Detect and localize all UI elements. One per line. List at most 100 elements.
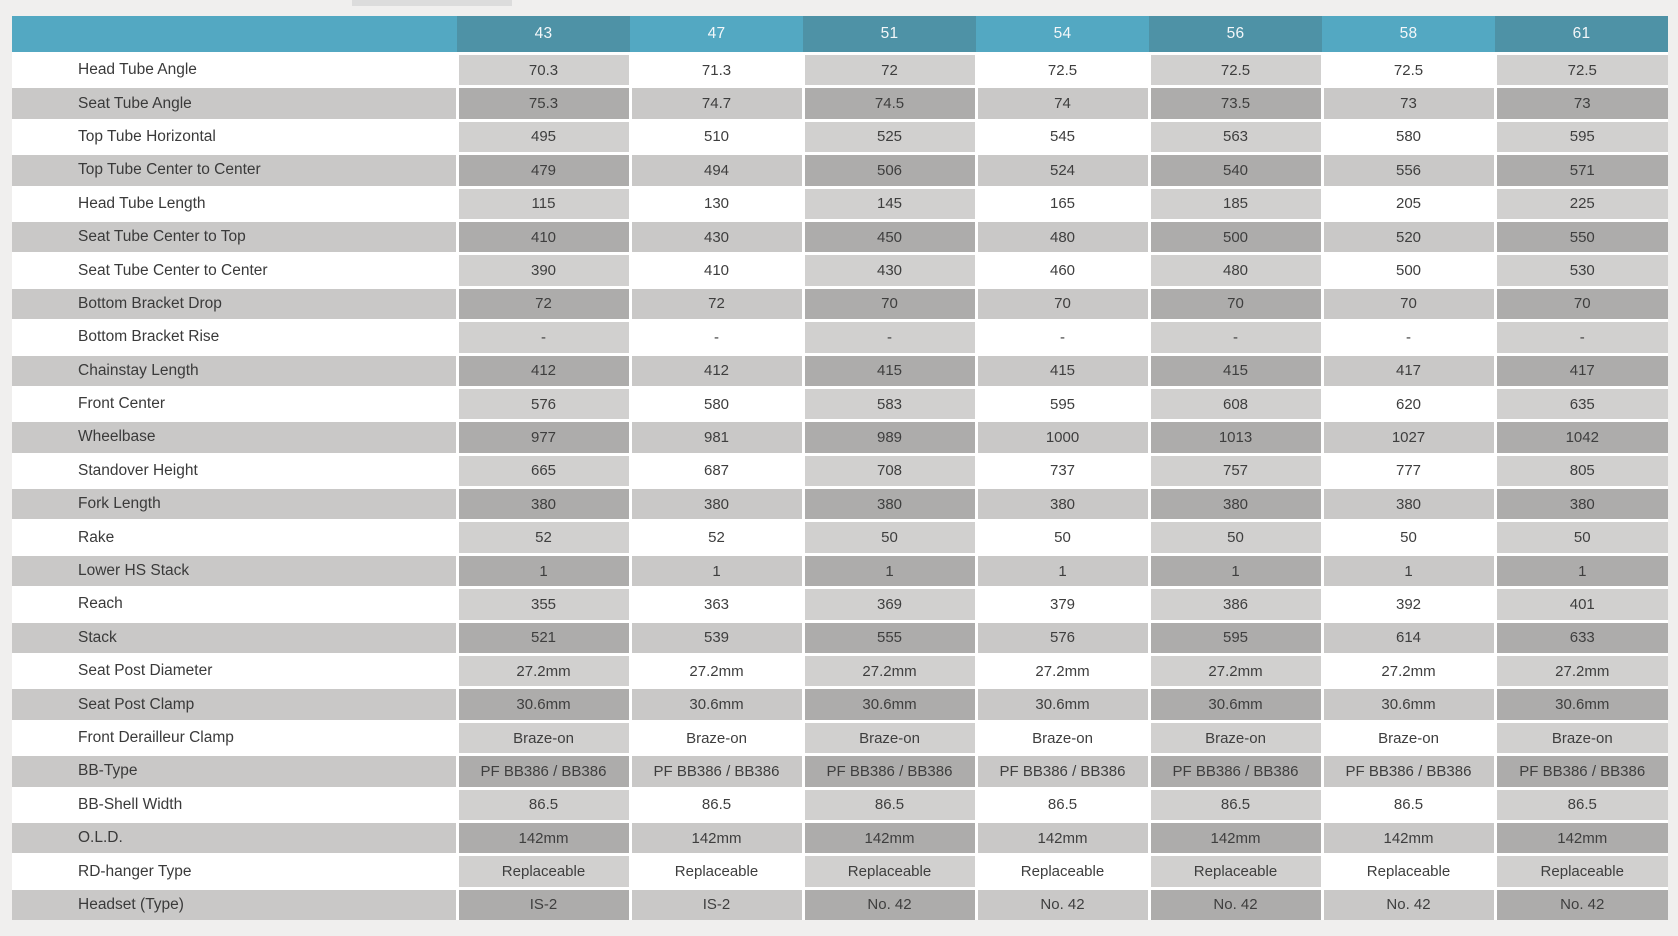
- spec-value-cell: Replaceable: [1322, 853, 1497, 889]
- spec-value-cell: 70.3: [457, 51, 632, 87]
- spec-value-cell: 417: [1322, 352, 1497, 388]
- spec-value-cell: 50: [1149, 519, 1324, 555]
- spec-value-cell: 595: [1495, 118, 1668, 154]
- spec-value-cell: Braze-on: [976, 719, 1151, 755]
- spec-value-cell: 494: [630, 152, 805, 188]
- table-row: Stack 521 539 555 576 595 614 633: [12, 619, 1668, 655]
- spec-value-cell: 500: [1149, 218, 1324, 254]
- spec-value-cell: 70: [976, 285, 1151, 321]
- table-row: Lower HS Stack 1 1 1 1 1 1 1: [12, 552, 1668, 588]
- spec-value-cell: 379: [976, 586, 1151, 622]
- table-row: Wheelbase 977 981 989 1000 1013 1027 1042: [12, 419, 1668, 455]
- table-row: Top Tube Horizontal 495 510 525 545 563 580 595: [12, 118, 1668, 154]
- spec-value-cell: PF BB386 / BB386: [457, 753, 632, 789]
- table-row: BB-Type PF BB386 / BB386 PF BB386 / BB386 P…: [12, 753, 1668, 789]
- spec-value-cell: Replaceable: [630, 853, 805, 889]
- spec-value-cell: 185: [1149, 185, 1324, 221]
- spec-value-cell: 74.5: [803, 85, 978, 121]
- spec-value-cell: Replaceable: [803, 853, 978, 889]
- spec-value-cell: 989: [803, 419, 978, 455]
- spec-value-cell: No. 42: [1149, 886, 1324, 921]
- spec-value-cell: 30.6mm: [1322, 686, 1497, 722]
- spec-value-cell: 521: [457, 619, 632, 655]
- size-header-row: 43 47 51 54 56 58 61: [12, 16, 1668, 54]
- spec-value-cell: 30.6mm: [976, 686, 1151, 722]
- spec-row-label: Headset (Type): [12, 886, 459, 921]
- spec-value-cell: 1: [1322, 552, 1497, 588]
- spec-value-cell: 27.2mm: [630, 653, 805, 688]
- spec-row-label: Head Tube Angle: [12, 51, 459, 87]
- spec-value-cell: -: [1149, 319, 1324, 355]
- spec-row-label: Seat Post Diameter: [12, 653, 459, 688]
- spec-row-label: Lower HS Stack: [12, 552, 459, 588]
- spec-value-cell: -: [630, 319, 805, 355]
- spec-value-cell: PF BB386 / BB386: [1495, 753, 1668, 789]
- spec-value-cell: 687: [630, 452, 805, 488]
- spec-row-label: Seat Tube Angle: [12, 85, 459, 121]
- spec-value-cell: Braze-on: [1149, 719, 1324, 755]
- spec-value-cell: 27.2mm: [1495, 653, 1668, 688]
- spec-value-cell: 510: [630, 118, 805, 154]
- spec-value-cell: 142mm: [976, 819, 1151, 855]
- spec-value-cell: 737: [976, 452, 1151, 488]
- spec-value-cell: 380: [976, 486, 1151, 521]
- spec-row-label: Chainstay Length: [12, 352, 459, 388]
- spec-value-cell: -: [803, 319, 978, 355]
- table-row: Rake 52 52 50 50 50 50 50: [12, 519, 1668, 555]
- spec-value-cell: 450: [803, 218, 978, 254]
- spec-value-cell: 480: [976, 218, 1151, 254]
- spec-value-cell: 708: [803, 452, 978, 488]
- spec-value-cell: 525: [803, 118, 978, 154]
- spec-value-cell: 52: [457, 519, 632, 555]
- spec-value-cell: Replaceable: [457, 853, 632, 889]
- cutoff-tab[interactable]: [352, 0, 512, 6]
- spec-value-cell: 410: [630, 252, 805, 288]
- spec-value-cell: 27.2mm: [1149, 653, 1324, 688]
- table-row: Head Tube Length 115 130 145 165 185 205 225: [12, 185, 1668, 221]
- spec-value-cell: 130: [630, 185, 805, 221]
- spec-value-cell: 30.6mm: [1495, 686, 1668, 722]
- spec-value-cell: 72: [630, 285, 805, 321]
- spec-value-cell: 1: [976, 552, 1151, 588]
- spec-value-cell: No. 42: [1322, 886, 1497, 921]
- table-row: Front Center 576 580 583 595 608 620 635: [12, 385, 1668, 421]
- spec-value-cell: 355: [457, 586, 632, 622]
- spec-value-cell: 75.3: [457, 85, 632, 121]
- spec-value-cell: 412: [630, 352, 805, 388]
- spec-value-cell: 71.3: [630, 51, 805, 87]
- spec-value-cell: 50: [976, 519, 1151, 555]
- spec-value-cell: No. 42: [976, 886, 1151, 921]
- spec-value-cell: -: [1322, 319, 1497, 355]
- table-row: Seat Tube Angle 75.3 74.7 74.5 74 73.5 73 73: [12, 85, 1668, 121]
- spec-value-cell: 380: [1149, 486, 1324, 521]
- spec-value-cell: 390: [457, 252, 632, 288]
- table-row: Bottom Bracket Drop 72 72 70 70 70 70 70: [12, 285, 1668, 321]
- spec-value-cell: 27.2mm: [457, 653, 632, 688]
- table-row: Top Tube Center to Center 479 494 506 524 540…: [12, 152, 1668, 188]
- spec-value-cell: 555: [803, 619, 978, 655]
- spec-row-label: Seat Tube Center to Top: [12, 218, 459, 254]
- spec-value-cell: -: [457, 319, 632, 355]
- table-row: Seat Tube Center to Top 410 430 450 480 500 52…: [12, 218, 1668, 254]
- spec-value-cell: 479: [457, 152, 632, 188]
- spec-value-cell: -: [976, 319, 1151, 355]
- spec-value-cell: 614: [1322, 619, 1497, 655]
- spec-value-cell: 563: [1149, 118, 1324, 154]
- spec-value-cell: 520: [1322, 218, 1497, 254]
- spec-value-cell: 72.5: [1322, 51, 1497, 87]
- spec-value-cell: -: [1495, 319, 1668, 355]
- spec-value-cell: 142mm: [803, 819, 978, 855]
- spec-value-cell: 142mm: [1495, 819, 1668, 855]
- spec-row-label: Fork Length: [12, 486, 459, 521]
- spec-value-cell: 27.2mm: [976, 653, 1151, 688]
- spec-value-cell: 115: [457, 185, 632, 221]
- spec-value-cell: Braze-on: [1495, 719, 1668, 755]
- table-row: Fork Length 380 380 380 380 380 380 380: [12, 486, 1668, 521]
- size-column-header: 51: [803, 16, 976, 54]
- spec-value-cell: 415: [803, 352, 978, 388]
- table-row: Bottom Bracket Rise - - - - - - -: [12, 319, 1668, 355]
- spec-value-cell: 70: [1495, 285, 1668, 321]
- spec-value-cell: 86.5: [1149, 786, 1324, 822]
- spec-value-cell: IS-2: [630, 886, 805, 921]
- spec-value-cell: 142mm: [1322, 819, 1497, 855]
